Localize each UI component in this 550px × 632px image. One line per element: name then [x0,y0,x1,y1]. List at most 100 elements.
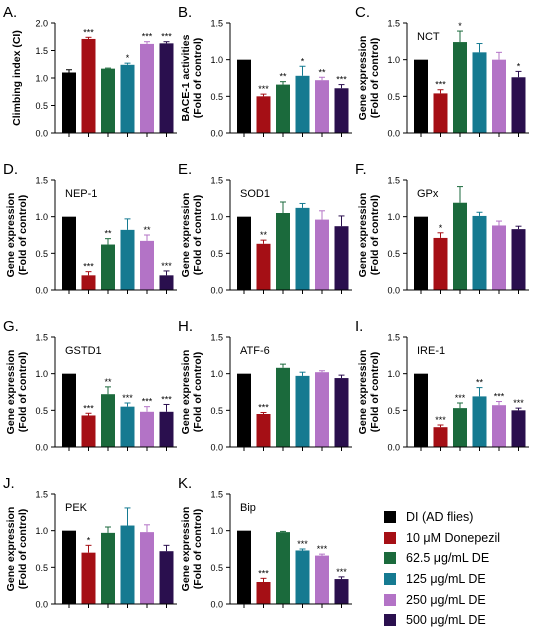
y-tick-label: 1.5 [35,333,48,343]
y-axis-title-line: Climbing index (CI) [11,30,23,126]
panel-title: GPx [417,188,439,200]
significance-mark: ** [143,225,151,235]
y-axis-title: Gene expression(Fold of control) [357,350,381,435]
significance-mark: ** [279,72,287,82]
y-axis-title: Gene expression(Fold of control) [357,193,381,278]
legend-item-500: 500 μg/mL DE [384,610,550,631]
bar [140,532,154,604]
legend-item-250: 250 μg/mL DE [384,589,550,610]
y-axis-title: Gene expression(Fold of control) [5,193,29,278]
significance-mark: *** [435,80,446,90]
legend-label: 250 μg/mL DE [406,592,486,607]
legend: DI (AD flies) 10 μM Donepezil 62.5 μg/mL… [384,507,550,631]
bar [492,405,506,447]
bar [120,229,135,290]
y-tick-label: 0.0 [387,443,400,453]
y-tick-label: 0.0 [35,443,48,453]
y-tick-label: 0.5 [387,92,400,102]
panel-j: J. Gene expression(Fold of control) 0.0 0.5… [3,475,177,610]
bar [237,216,251,290]
panel-g: G. Gene expression(Fold of control) 0.0 0.5… [3,318,177,453]
y-tick-label: 0.5 [210,92,223,102]
bar [237,530,251,604]
legend-swatch [384,593,396,606]
y-tick-label: 1.0 [387,369,400,379]
y-axis-title-line: (Fold of control) [192,509,204,589]
bar [120,64,135,133]
bar [159,43,174,133]
bar [159,411,174,447]
significance-mark: * [458,21,462,31]
bar [256,96,271,133]
significance-mark: *** [258,403,269,413]
bar [414,59,428,133]
significance-mark: *** [142,32,153,42]
significance-mark: *** [435,415,446,425]
legend-swatch [384,614,396,627]
y-tick-label: 1.5 [35,46,48,56]
y-axis-title-line: (Fold of control) [192,38,204,118]
bar [276,367,290,447]
y-axis-title: Gene expression(Fold of control) [180,193,204,278]
significance-mark: *** [161,32,172,42]
y-axis-title-line: Gene expression [180,350,192,435]
bar [101,532,115,604]
bar [472,396,487,447]
y-tick-label: 0.0 [210,129,223,139]
y-tick-label: 0.5 [210,563,223,573]
panel-title: NEP-1 [65,188,97,200]
bar [101,68,115,133]
bar [295,207,310,290]
y-axis-title-line: Gene expression [5,193,17,278]
y-axis-title: Gene expression(Fold of control) [180,350,204,435]
legend-label: 500 μg/mL DE [406,613,486,628]
y-tick-label: 0.0 [387,286,400,296]
significance-mark: * [87,535,91,545]
significance-mark: ** [260,230,268,240]
panel-h: H. Gene expression(Fold of control) 0.0 0.5… [178,318,352,453]
y-axis-title-line: Gene expression [5,350,17,435]
y-tick-label: 1.0 [35,212,48,222]
panel-b: B. BACE-1 activities(Fold of control) 0.0 0… [178,4,352,139]
y-tick-label: 0.5 [210,406,223,416]
bar [81,275,96,290]
bar [334,88,349,133]
panel-d: D. Gene expression(Fold of control) 0.0 0.5… [3,161,177,296]
panel-e: E. Gene expression(Fold of control) 0.0 0.5… [178,161,352,296]
bar [315,219,329,290]
bar [159,275,174,290]
significance-mark: *** [317,544,328,554]
y-tick-label: 1.5 [210,176,223,186]
bar [295,375,310,447]
y-axis-title-line: (Fold of control) [17,509,29,589]
legend-swatch [384,531,396,544]
significance-mark: ** [104,229,112,239]
panel-title: Bip [240,502,256,514]
legend-label: 125 μg/mL DE [406,572,486,587]
panel-letter: A. [3,4,17,21]
y-tick-label: 0.5 [35,101,48,111]
y-tick-label: 0.5 [35,563,48,573]
y-tick-label: 0.0 [210,286,223,296]
bar [414,216,428,290]
y-tick-label: 1.5 [210,490,223,500]
bar [81,38,96,134]
y-tick-label: 1.5 [387,176,400,186]
bar [472,52,487,134]
y-axis-title-line: (Fold of control) [17,352,29,432]
legend-swatch [384,552,396,565]
bar [334,226,349,290]
bar [453,408,467,447]
y-tick-label: 0.5 [387,249,400,259]
legend-item-125: 125 μg/mL DE [384,569,550,590]
y-axis-title: Gene expression(Fold of control) [357,36,381,121]
bar [81,415,96,447]
legend-item-di: DI (AD flies) [384,507,550,528]
bar [511,229,526,290]
y-tick-label: 0.5 [210,249,223,259]
significance-mark: *** [161,394,172,404]
significance-mark: *** [122,393,133,403]
y-axis-title-line: (Fold of control) [192,195,204,275]
significance-mark: *** [83,27,94,37]
